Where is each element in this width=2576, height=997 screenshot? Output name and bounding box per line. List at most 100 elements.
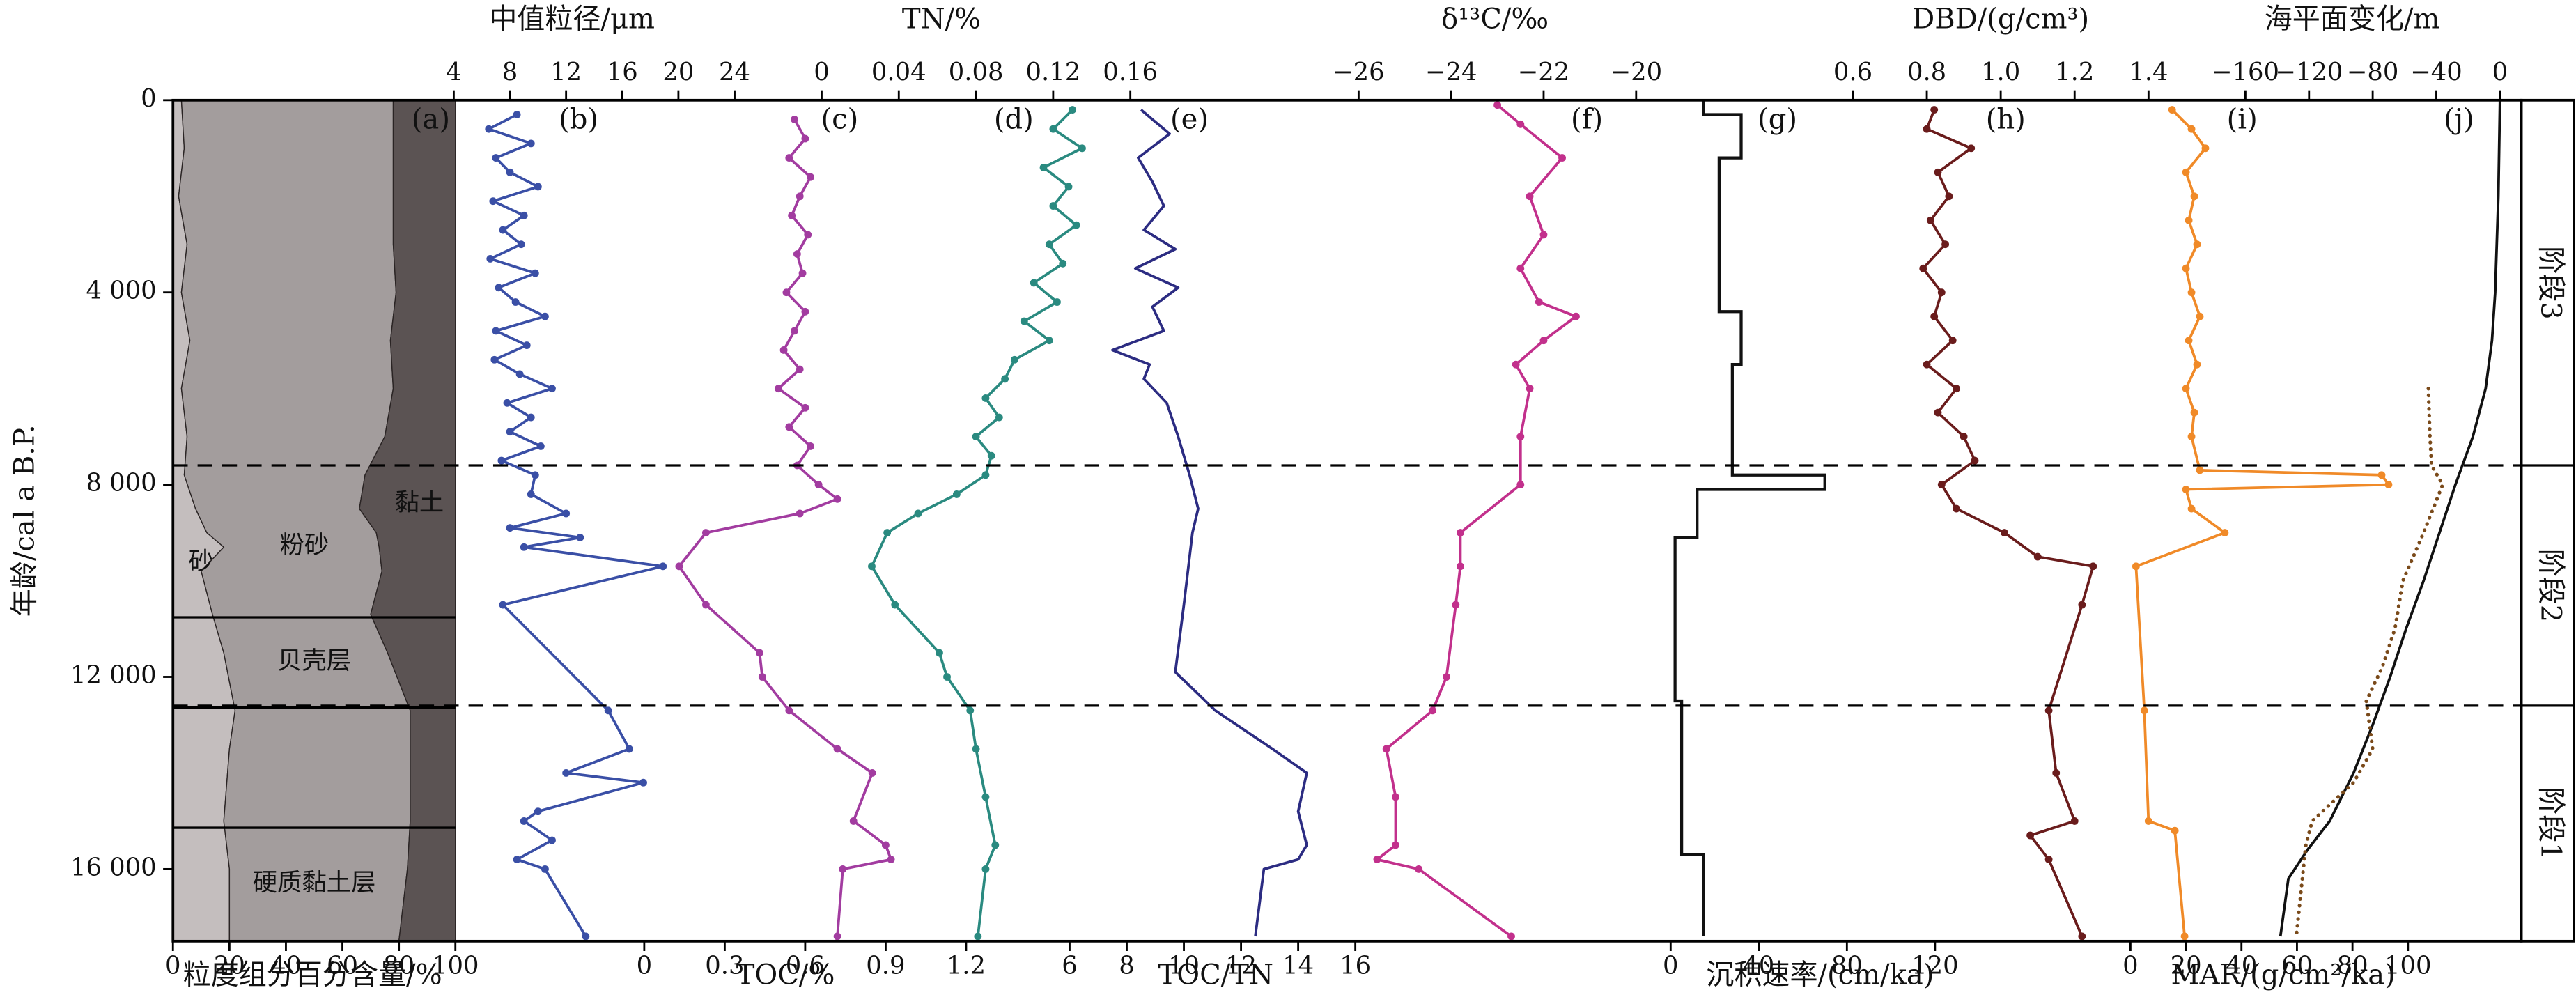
x-tick-label: 0: [2123, 952, 2139, 980]
x-tick-label: 1.2: [2055, 58, 2094, 86]
x-tick-label: 0.08: [949, 58, 1004, 86]
data-point: [1516, 120, 1525, 128]
x-tick-label: 1.2: [947, 952, 986, 980]
data-point: [801, 134, 809, 143]
data-point: [1930, 106, 1939, 114]
data-point: [489, 197, 497, 206]
data-point: [702, 601, 710, 609]
x-tick-label: 20: [214, 952, 245, 980]
data-point: [1049, 125, 1057, 133]
stage-label: 阶段3: [2534, 246, 2566, 320]
data-point: [914, 509, 922, 518]
data-point: [1457, 562, 1464, 571]
x-tick-label: 40: [2226, 952, 2257, 980]
area-label: 黏土: [395, 488, 444, 517]
data-point: [782, 288, 791, 297]
data-point: [2196, 312, 2204, 320]
data-point: [981, 865, 990, 873]
data-point: [625, 745, 633, 753]
data-point: [2044, 856, 2053, 864]
x-axis-title: 粒度组分百分含量/%: [183, 959, 442, 991]
data-point: [966, 706, 975, 715]
data-point: [499, 226, 507, 234]
data-point: [520, 211, 528, 219]
panel-label: (e): [1170, 103, 1209, 135]
x-tick-label: 1.0: [1981, 58, 2020, 86]
data-point: [2144, 817, 2152, 825]
x-axis-title: 中值粒径/μm: [489, 3, 655, 36]
stage-column: [2520, 98, 2575, 943]
x-tick-label: 10: [1168, 952, 1200, 980]
data-point: [1934, 168, 1942, 176]
data-point: [639, 778, 647, 787]
data-point: [1045, 240, 1053, 249]
x-tick-label: −40: [2410, 58, 2462, 86]
data-point: [1526, 385, 1534, 393]
fill-layer: [172, 100, 456, 942]
data-point: [2190, 192, 2198, 201]
data-point: [1934, 408, 1942, 417]
data-point: [2070, 817, 2079, 825]
data-point: [987, 451, 995, 460]
data-point: [793, 250, 801, 258]
data-point: [497, 456, 506, 465]
data-point: [839, 865, 847, 873]
data-point: [1039, 163, 1048, 171]
x-tick-label: 80: [1831, 952, 1863, 980]
data-point: [1539, 231, 1548, 239]
data-point: [2185, 216, 2193, 224]
x-axis-title: TN/%: [902, 3, 981, 36]
data-point: [1069, 106, 1077, 114]
panel-label: (i): [2227, 103, 2258, 135]
data-point: [513, 856, 521, 864]
data-point: [1078, 144, 1086, 153]
x-tick-label: 40: [1743, 952, 1774, 980]
data-point: [791, 115, 798, 123]
data-point: [1937, 481, 1946, 489]
data-point: [972, 745, 980, 753]
data-point: [2182, 264, 2190, 272]
x-tick-label: 20: [2171, 952, 2202, 980]
data-point: [1429, 706, 1437, 715]
data-point: [801, 307, 809, 316]
data-point: [807, 173, 815, 181]
data-point: [1971, 456, 1979, 465]
data-point: [779, 346, 788, 354]
data-point: [981, 471, 990, 479]
data-point: [758, 673, 766, 681]
x-tick-label: 80: [383, 952, 414, 980]
data-point: [1941, 240, 1950, 249]
y-tick-label: 4 000: [86, 277, 156, 305]
data-point: [2196, 466, 2204, 474]
x-axis-title: δ¹³C/‰: [1441, 3, 1549, 36]
data-point: [774, 385, 782, 393]
data-point: [1960, 433, 1968, 441]
data-point: [2132, 562, 2140, 571]
data-point: [520, 543, 528, 551]
data-point: [1953, 504, 1960, 513]
data-point: [1059, 259, 1067, 268]
data-point: [868, 769, 876, 777]
x-tick-label: 100: [432, 952, 479, 980]
data-point: [527, 413, 535, 422]
x-tick-label: 0.16: [1103, 58, 1158, 86]
data-point: [791, 327, 798, 335]
x-tick-label: −80: [2347, 58, 2399, 86]
data-point: [1030, 279, 1038, 287]
x-tick-label: 40: [270, 952, 302, 980]
x-tick-label: 1.4: [2129, 58, 2168, 86]
data-point: [486, 254, 495, 263]
data-point: [1558, 154, 1566, 162]
data-point: [1930, 312, 1939, 320]
data-point: [499, 601, 507, 609]
x-tick-label: 0: [2492, 58, 2508, 86]
data-point: [2078, 601, 2086, 609]
data-point: [991, 841, 1000, 849]
x-tick-label: −120: [2275, 58, 2343, 86]
data-point: [1507, 932, 1515, 941]
data-point: [2180, 932, 2189, 941]
panel-label: (d): [994, 103, 1034, 135]
data-point: [2384, 481, 2393, 489]
data-point: [1937, 288, 1946, 297]
